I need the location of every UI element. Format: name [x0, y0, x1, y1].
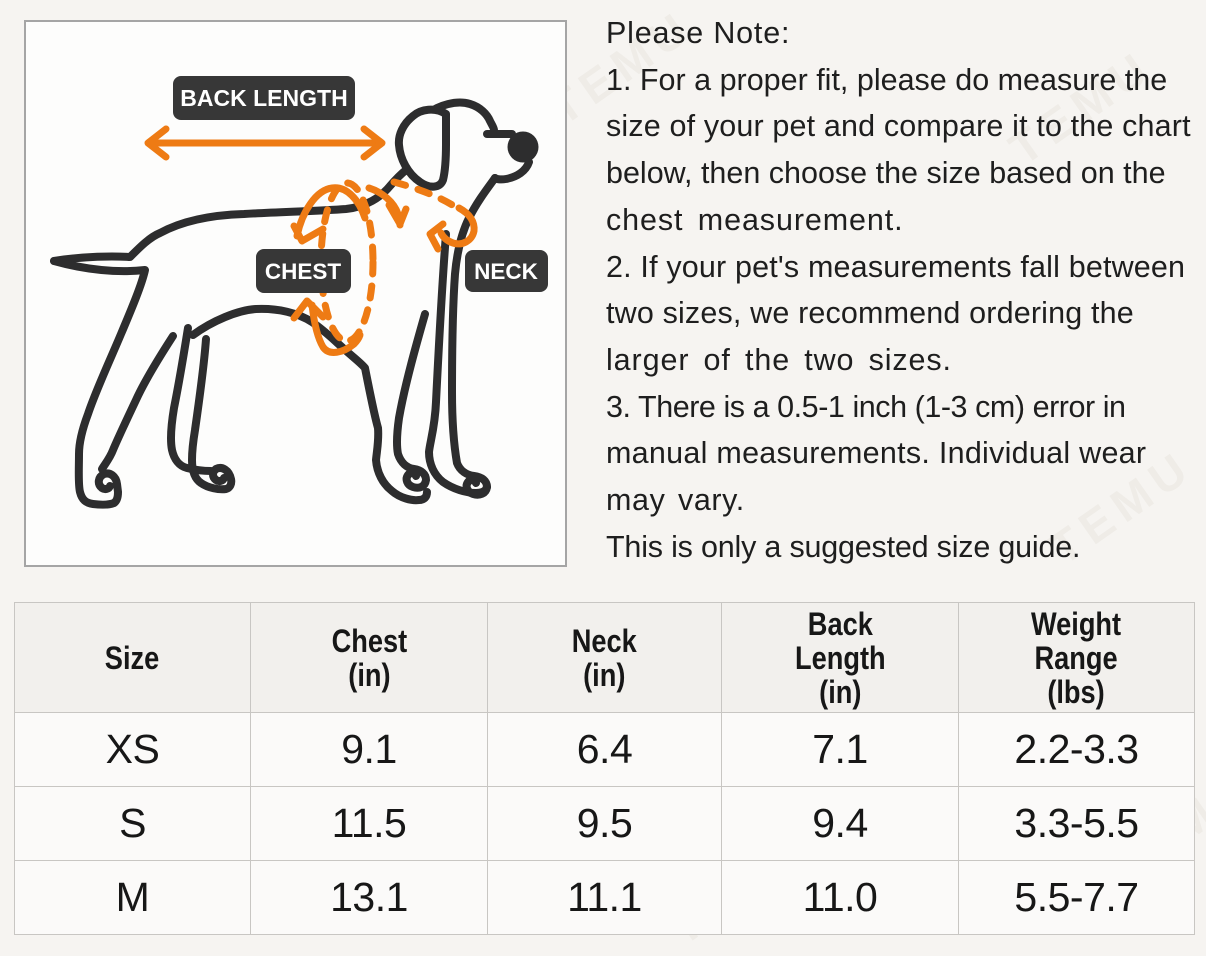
- svg-text:NECK: NECK: [474, 259, 539, 284]
- svg-text:CHEST: CHEST: [265, 259, 342, 284]
- svg-text:BACK LENGTH: BACK LENGTH: [180, 85, 347, 111]
